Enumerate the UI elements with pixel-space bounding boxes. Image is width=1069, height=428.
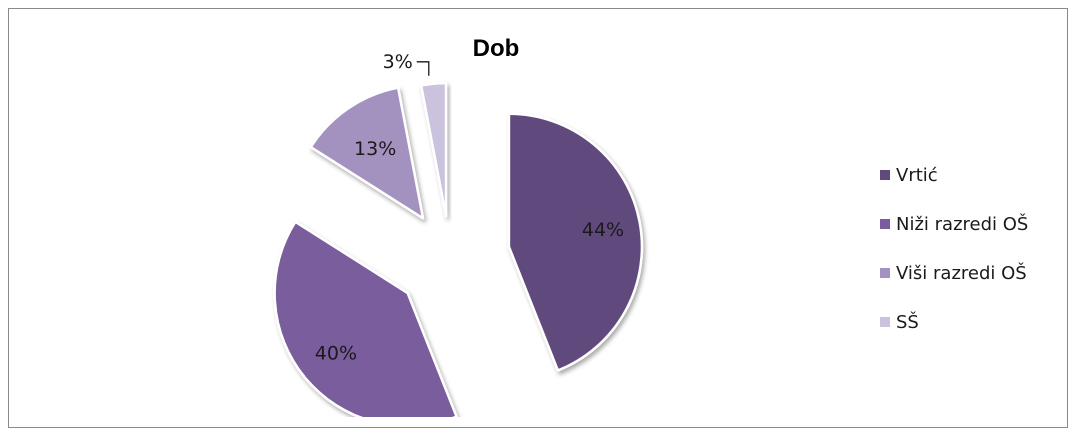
data-label-3: 13% <box>354 138 396 160</box>
legend-swatch-4 <box>880 317 890 327</box>
data-labels: 44% 40% 13% 3% <box>315 51 624 365</box>
legend-label-3: Viši razredi OŠ <box>896 262 1027 284</box>
pie-chart: Dob 44% 40% 13% 3% Vrtić Niži razredi OŠ Viši… <box>273 35 1028 417</box>
pie-slice-1 <box>507 112 644 372</box>
pie-slice-2 <box>273 220 458 417</box>
legend-label-4: SŠ <box>896 311 919 333</box>
legend: Vrtić Niži razredi OŠ Viši razredi OŠ SŠ <box>880 165 1028 333</box>
legend-swatch-2 <box>880 219 890 229</box>
chart-title: Dob <box>473 35 520 62</box>
data-label-1: 44% <box>582 219 624 241</box>
legend-label-2: Niži razredi OŠ <box>896 213 1028 235</box>
leader-line <box>416 61 430 76</box>
legend-swatch-1 <box>880 170 890 180</box>
pie-slices <box>273 81 644 417</box>
pie-slice-3 <box>309 86 425 220</box>
legend-label-1: Vrtić <box>896 165 938 186</box>
data-label-2: 40% <box>315 342 357 364</box>
data-label-4: 3% <box>383 51 413 73</box>
pie-slice-4 <box>419 81 448 218</box>
legend-swatch-3 <box>880 268 890 278</box>
